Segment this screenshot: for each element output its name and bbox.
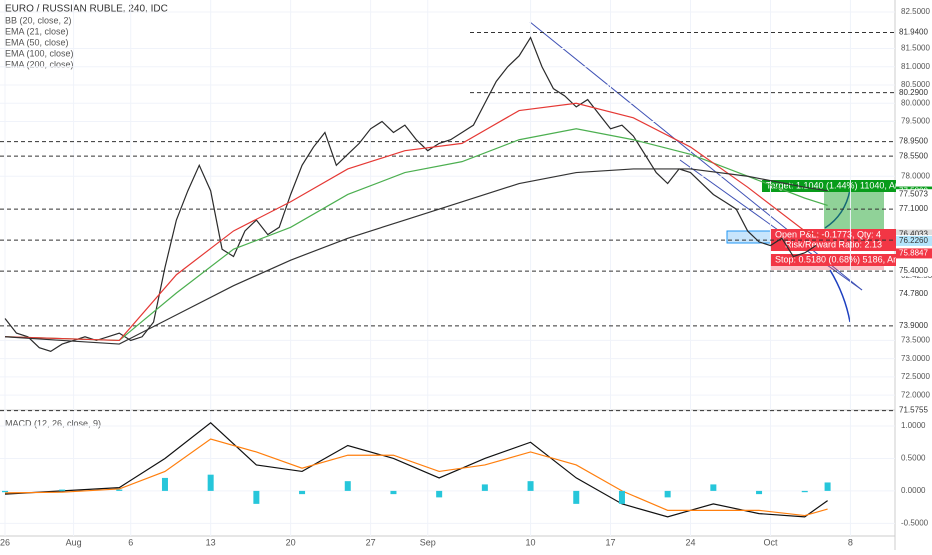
y-tick-label: 73.0000 <box>901 354 930 363</box>
y-tick-label: 0.5000 <box>901 454 926 463</box>
x-tick-label: 27 <box>366 537 376 547</box>
price-label: 76.4033 <box>899 230 928 239</box>
histogram-bar <box>207 474 214 491</box>
x-tick-label: 10 <box>526 537 536 547</box>
histogram-bar <box>481 484 488 491</box>
histogram-bar <box>161 477 168 491</box>
target-label-bg <box>762 180 896 192</box>
price-label: 73.9000 <box>899 321 928 330</box>
y-tick-label: -0.5000 <box>901 518 929 527</box>
arrow <box>829 269 851 323</box>
price-label-bg <box>896 288 932 299</box>
legend-item: BB (20, close, 2) <box>5 15 72 25</box>
legend-item: EMA (50, close) <box>5 37 69 47</box>
price-label-bg <box>896 27 932 38</box>
histogram-bar <box>527 481 534 491</box>
histogram-bar <box>299 490 306 495</box>
histogram-bar <box>573 490 580 504</box>
price-label: 71.5755 <box>899 406 928 415</box>
legend-title: EURO / RUSSIAN RUBLE, 240, IDC <box>5 4 168 15</box>
histogram-bar <box>824 482 831 491</box>
price-label: 75.4000 <box>899 266 928 275</box>
y-tick-label: 79.5000 <box>901 117 930 126</box>
histogram-bar <box>710 484 717 491</box>
x-tick-label: 26 <box>0 537 10 547</box>
price-label-bg <box>896 248 932 259</box>
x-tick-label: Aug <box>66 537 82 547</box>
arrow <box>824 189 851 229</box>
price-label-bg <box>896 266 932 277</box>
y-tick-label: 80.5000 <box>901 80 930 89</box>
macd-title: MACD (12, 26, close, 9) <box>5 418 101 428</box>
target-label: Target: 1.1040 (1.44%) 11040, Amou <box>766 180 912 190</box>
histogram-bar <box>344 481 351 491</box>
y-tick-label: 72.0000 <box>901 390 930 399</box>
macd-line <box>5 438 828 517</box>
histogram-bar <box>253 490 260 504</box>
y-tick-label: 80.0000 <box>901 98 930 107</box>
trend-line <box>679 159 863 291</box>
x-tick-label: 24 <box>685 537 695 547</box>
y-tick-label: 78.0000 <box>901 171 930 180</box>
histogram-bar <box>2 490 9 493</box>
stop-label: Stop: 0.5180 (0.68%) 5186, Amou <box>775 254 911 264</box>
price-label: 74.7800 <box>899 289 928 298</box>
price-label-bg <box>896 151 932 162</box>
histogram-bar <box>801 490 808 493</box>
price-label-bg <box>896 189 932 200</box>
x-tick-label: 6 <box>128 537 133 547</box>
x-tick-label: 20 <box>286 537 296 547</box>
histogram-bar <box>436 490 443 498</box>
price-label: 81.9400 <box>899 28 928 37</box>
open-pl-label: Open P&L: -0.1773, Qty: 4 <box>775 229 881 239</box>
price-label-bg <box>896 320 932 331</box>
ema-line <box>5 128 828 342</box>
histogram-bar <box>756 490 763 495</box>
ema-line <box>4 168 828 345</box>
x-tick-label: 17 <box>606 537 616 547</box>
legend: EURO / RUSSIAN RUBLE, 240, IDC BB (20, c… <box>5 4 168 429</box>
x-tick-label: Sep <box>420 537 436 547</box>
histogram-bar <box>618 490 625 504</box>
price-label-bg <box>896 235 932 246</box>
price-line <box>4 36 817 353</box>
y-tick-label: 0.0000 <box>901 486 926 495</box>
legend-item: EMA (21, close) <box>5 26 69 36</box>
histogram-bar <box>116 489 123 491</box>
y-tick-label: 73.5000 <box>901 336 930 345</box>
y-tick-label: 1.0000 <box>901 421 926 430</box>
risk-reward-label: Risk/Reward Ratio: 2.13 <box>785 239 882 249</box>
price-label-bg <box>896 136 932 147</box>
price-label: 78.5500 <box>899 151 928 160</box>
x-tick-label: Oct <box>763 537 778 547</box>
legend-item: EMA (200, close) <box>5 59 74 69</box>
price-label: 75.8847 <box>899 249 928 258</box>
price-label: 78.9500 <box>899 137 928 146</box>
histogram-bar <box>390 490 397 495</box>
y-tick-label: 72.5000 <box>901 372 930 381</box>
histogram-bar <box>664 490 671 498</box>
price-label: 77.5073 <box>899 189 928 198</box>
histogram-bar <box>59 489 66 491</box>
price-label-bg <box>896 204 932 215</box>
macd-line <box>4 421 828 518</box>
price-label-bg <box>896 229 932 240</box>
legend-item: EMA (100, close) <box>5 48 74 58</box>
price-label: 80.2900 <box>899 88 928 97</box>
x-tick-label: 13 <box>206 537 216 547</box>
price-label: 77.1000 <box>899 204 928 213</box>
x-tick-label: 8 <box>848 537 853 547</box>
stop-label-bg <box>770 254 896 266</box>
price-label: 76.2260 <box>899 236 928 245</box>
price-label-bg <box>896 87 932 98</box>
y-tick-label: 81.5000 <box>901 44 930 53</box>
price-label-bg <box>896 405 932 416</box>
y-tick-label: 82.5000 <box>901 7 930 16</box>
y-tick-label: 81.0000 <box>901 62 930 71</box>
